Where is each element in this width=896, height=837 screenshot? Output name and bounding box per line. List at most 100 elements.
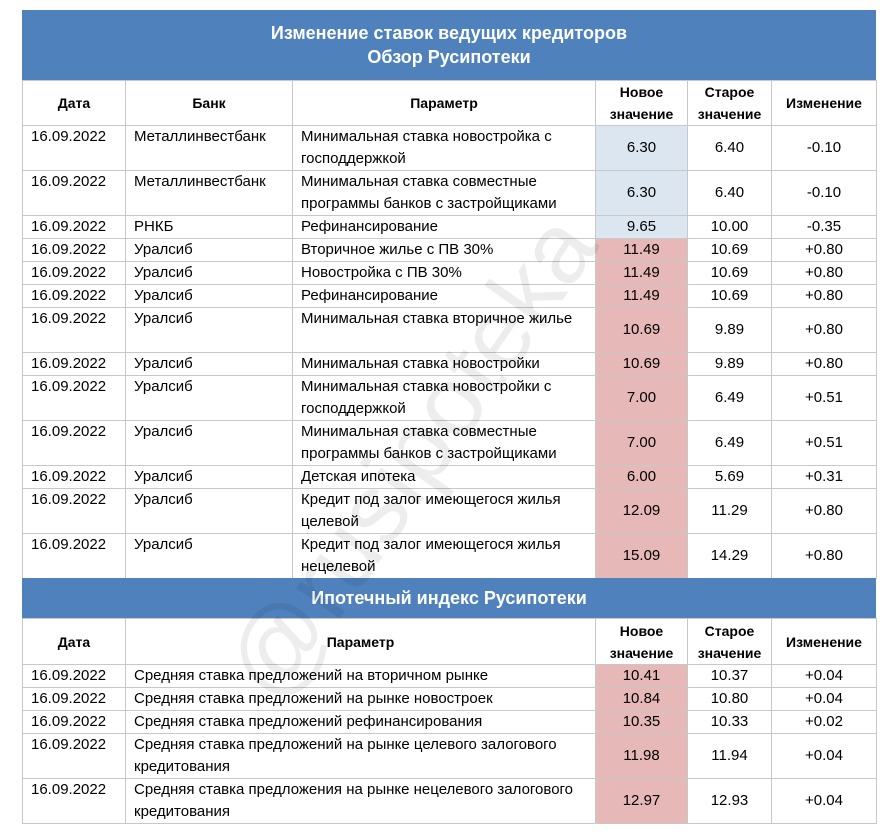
cell: 12.09 xyxy=(595,488,688,534)
cell: 16.09.2022 xyxy=(22,261,126,285)
cell: 10.41 xyxy=(595,664,688,688)
cell: +0.80 xyxy=(771,238,877,262)
column-header: Банк xyxy=(125,80,293,126)
cell: +0.31 xyxy=(771,465,877,489)
cell: +0.04 xyxy=(771,664,877,688)
title: Изменение ставок ведущих кредиторов xyxy=(270,23,628,43)
cell: 10.35 xyxy=(595,710,688,734)
row: 16.09.2022 Уралсиб Детская ипотека 6.00 5.69… xyxy=(22,465,877,489)
row: 16.09.2022 Средняя ставка предложения на … xyxy=(22,778,877,824)
row: 16.09.2022 Средняя ставка предложений на … xyxy=(22,687,877,711)
cell: 16.09.2022 xyxy=(22,488,126,534)
column-header: Дата xyxy=(22,618,126,665)
cell: 16.09.2022 xyxy=(22,733,126,779)
cell: Уралсиб xyxy=(125,420,293,466)
index-table: Дата Параметр Новое значение Старое значени… xyxy=(22,618,877,824)
row: 16.09.2022 Средняя ставка предложений на … xyxy=(22,733,877,779)
cell: Минимальная ставка вторичное жилье xyxy=(292,307,596,353)
cell: 16.09.2022 xyxy=(22,215,126,239)
row: 16.09.2022 Уралсиб Кредит под залог имеюще… xyxy=(22,533,877,579)
row: 16.09.2022 Средняя ставка предложений на … xyxy=(22,664,877,688)
cell: 7.00 xyxy=(595,420,688,466)
cell: 10.69 xyxy=(595,307,688,353)
cell: 16.09.2022 xyxy=(22,687,126,711)
cell: Вторичное жилье с ПВ 30% xyxy=(292,238,596,262)
cell: Металлинвестбанк xyxy=(125,170,293,216)
cell: Минимальная ставка новостройка с господд… xyxy=(292,125,596,171)
cell: 16.09.2022 xyxy=(22,307,126,353)
cell: 16.09.2022 xyxy=(22,284,126,308)
cell: +0.02 xyxy=(771,710,877,734)
subtitle: Обзор Русипотеки xyxy=(367,47,531,67)
rates-table: Дата Банк Параметр Новое значение Старое зна… xyxy=(22,80,877,579)
row: 16.09.2022 Уралсиб Рефинансирование 11.49 10… xyxy=(22,284,877,308)
cell: 15.09 xyxy=(595,533,688,579)
cell: +0.80 xyxy=(771,352,877,376)
cell: +0.80 xyxy=(771,284,877,308)
cell: 16.09.2022 xyxy=(22,710,126,734)
cell: 11.29 xyxy=(687,488,772,534)
row: 16.09.2022 Уралсиб Минимальная ставка втор… xyxy=(22,307,877,353)
cell: Уралсиб xyxy=(125,238,293,262)
column-header: Новое значение xyxy=(595,80,688,126)
cell: Средняя ставка предложений рефинансирова… xyxy=(125,710,596,734)
cell: 16.09.2022 xyxy=(22,375,126,421)
cell: Уралсиб xyxy=(125,375,293,421)
row: 16.09.2022 Уралсиб Новостройка с ПВ 30% 11.… xyxy=(22,261,877,285)
cell: 6.00 xyxy=(595,465,688,489)
cell: 11.49 xyxy=(595,238,688,262)
cell: Уралсиб xyxy=(125,465,293,489)
cell: -0.10 xyxy=(771,170,877,216)
header-row: Дата Банк Параметр Новое значение Старое зна… xyxy=(22,80,877,126)
cell: 10.33 xyxy=(687,710,772,734)
cell: Средняя ставка предложений на вторичном … xyxy=(125,664,596,688)
cell: Средняя ставка предложения на рынке неце… xyxy=(125,778,596,824)
cell: 10.69 xyxy=(595,352,688,376)
cell: Рефинансирование xyxy=(292,215,596,239)
cell: Рефинансирование xyxy=(292,284,596,308)
cell: 6.49 xyxy=(687,420,772,466)
column-header: Параметр xyxy=(292,80,596,126)
cell: 16.09.2022 xyxy=(22,420,126,466)
cell: Уралсиб xyxy=(125,284,293,308)
row: 16.09.2022 Средняя ставка предложений реф… xyxy=(22,710,877,734)
cell: Уралсиб xyxy=(125,261,293,285)
cell: 6.30 xyxy=(595,170,688,216)
cell: 16.09.2022 xyxy=(22,125,126,171)
cell: 16.09.2022 xyxy=(22,238,126,262)
cell: Уралсиб xyxy=(125,533,293,579)
cell: +0.04 xyxy=(771,687,877,711)
cell: Металлинвестбанк xyxy=(125,125,293,171)
cell: Минимальная ставка новостройки с господд… xyxy=(292,375,596,421)
cell: 16.09.2022 xyxy=(22,170,126,216)
row: 16.09.2022 Уралсиб Минимальная ставка ново… xyxy=(22,375,877,421)
row: 16.09.2022 РНКБ Рефинансирование 9.65 10.00-… xyxy=(22,215,877,239)
cell: 5.69 xyxy=(687,465,772,489)
cell: 6.40 xyxy=(687,125,772,171)
column-header: Дата xyxy=(22,80,126,126)
cell: 10.00 xyxy=(687,215,772,239)
cell: +0.80 xyxy=(771,488,877,534)
cell: 11.49 xyxy=(595,284,688,308)
cell: 9.89 xyxy=(687,352,772,376)
cell: 12.93 xyxy=(687,778,772,824)
cell: Кредит под залог имеющегося жилья целево… xyxy=(292,488,596,534)
cell: Средняя ставка предложений на рынке ново… xyxy=(125,687,596,711)
index-title-bar: Ипотечный индекс Русипотеки xyxy=(22,578,876,618)
cell: Уралсиб xyxy=(125,488,293,534)
cell: 11.98 xyxy=(595,733,688,779)
cell: 10.84 xyxy=(595,687,688,711)
cell: +0.80 xyxy=(771,261,877,285)
cell: 11.49 xyxy=(595,261,688,285)
column-header: Параметр xyxy=(125,618,596,665)
cell: Средняя ставка предложений на рынке целе… xyxy=(125,733,596,779)
row: 16.09.2022 Металлинвестбанк Минимальная ст… xyxy=(22,125,877,171)
cell: Кредит под залог имеющегося жилья нецеле… xyxy=(292,533,596,579)
cell: 16.09.2022 xyxy=(22,352,126,376)
row: 16.09.2022 Металлинвестбанк Минимальная ст… xyxy=(22,170,877,216)
cell: +0.51 xyxy=(771,375,877,421)
column-header: Новое значение xyxy=(595,618,688,665)
row: 16.09.2022 Уралсиб Вторичное жилье с ПВ 30… xyxy=(22,238,877,262)
cell: 10.69 xyxy=(687,284,772,308)
cell: 7.00 xyxy=(595,375,688,421)
